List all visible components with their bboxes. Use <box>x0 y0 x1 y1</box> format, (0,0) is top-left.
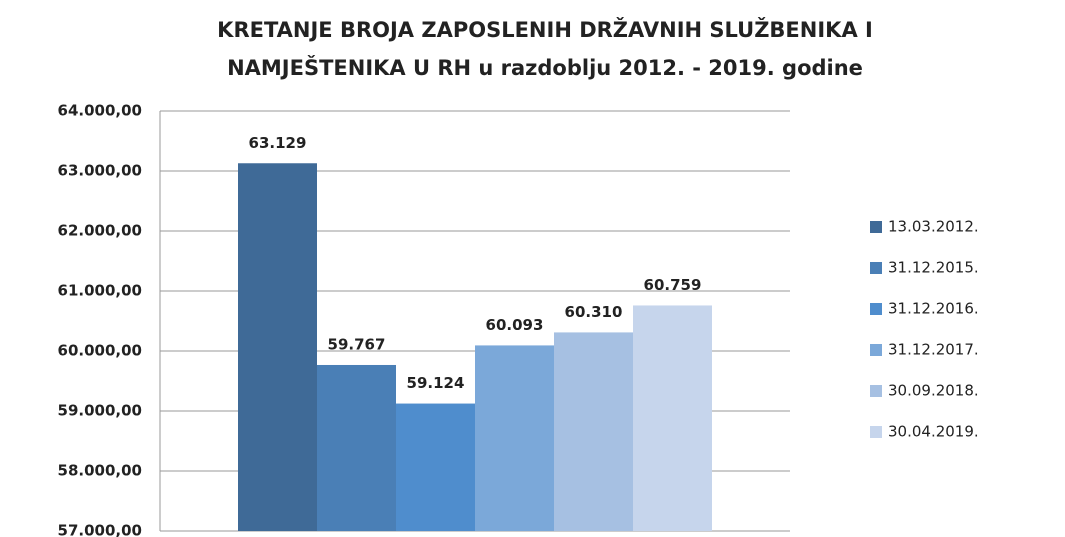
legend-swatch <box>870 303 882 315</box>
bar <box>633 305 712 531</box>
legend-label: 31.12.2017. <box>888 341 979 359</box>
legend-label: 31.12.2015. <box>888 259 979 277</box>
y-tick-label: 62.000,00 <box>58 222 142 240</box>
bar <box>475 345 554 531</box>
legend-label: 30.04.2019. <box>888 423 979 441</box>
value-label: 59.124 <box>407 374 465 392</box>
y-tick-label: 58.000,00 <box>58 462 142 480</box>
y-tick-label: 57.000,00 <box>58 522 142 537</box>
y-tick-label: 59.000,00 <box>58 402 142 420</box>
legend-label: 31.12.2016. <box>888 300 979 318</box>
value-label: 60.310 <box>565 303 623 321</box>
legend-swatch <box>870 426 882 438</box>
legend-label: 13.03.2012. <box>888 218 979 236</box>
value-label: 60.093 <box>486 316 544 334</box>
y-tick-label: 61.000,00 <box>58 282 142 300</box>
legend-swatch <box>870 262 882 274</box>
y-tick-label: 64.000,00 <box>58 102 142 120</box>
legend-swatch <box>870 221 882 233</box>
legend-swatch <box>870 344 882 356</box>
bar <box>317 364 396 531</box>
value-label: 63.129 <box>249 134 307 152</box>
value-label: 60.759 <box>644 276 702 294</box>
bar <box>238 163 317 531</box>
y-tick-label: 63.000,00 <box>58 162 142 180</box>
legend-swatch <box>870 385 882 397</box>
chart-title: NAMJEŠTENIKA U RH u razdoblju 2012. - 20… <box>227 55 863 80</box>
y-tick-label: 60.000,00 <box>58 342 142 360</box>
bar <box>396 403 475 531</box>
legend-label: 30.09.2018. <box>888 382 979 400</box>
chart-title: KRETANJE BROJA ZAPOSLENIH DRŽAVNIH SLUŽB… <box>217 17 873 42</box>
value-label: 59.767 <box>328 335 386 353</box>
bar <box>554 332 633 531</box>
